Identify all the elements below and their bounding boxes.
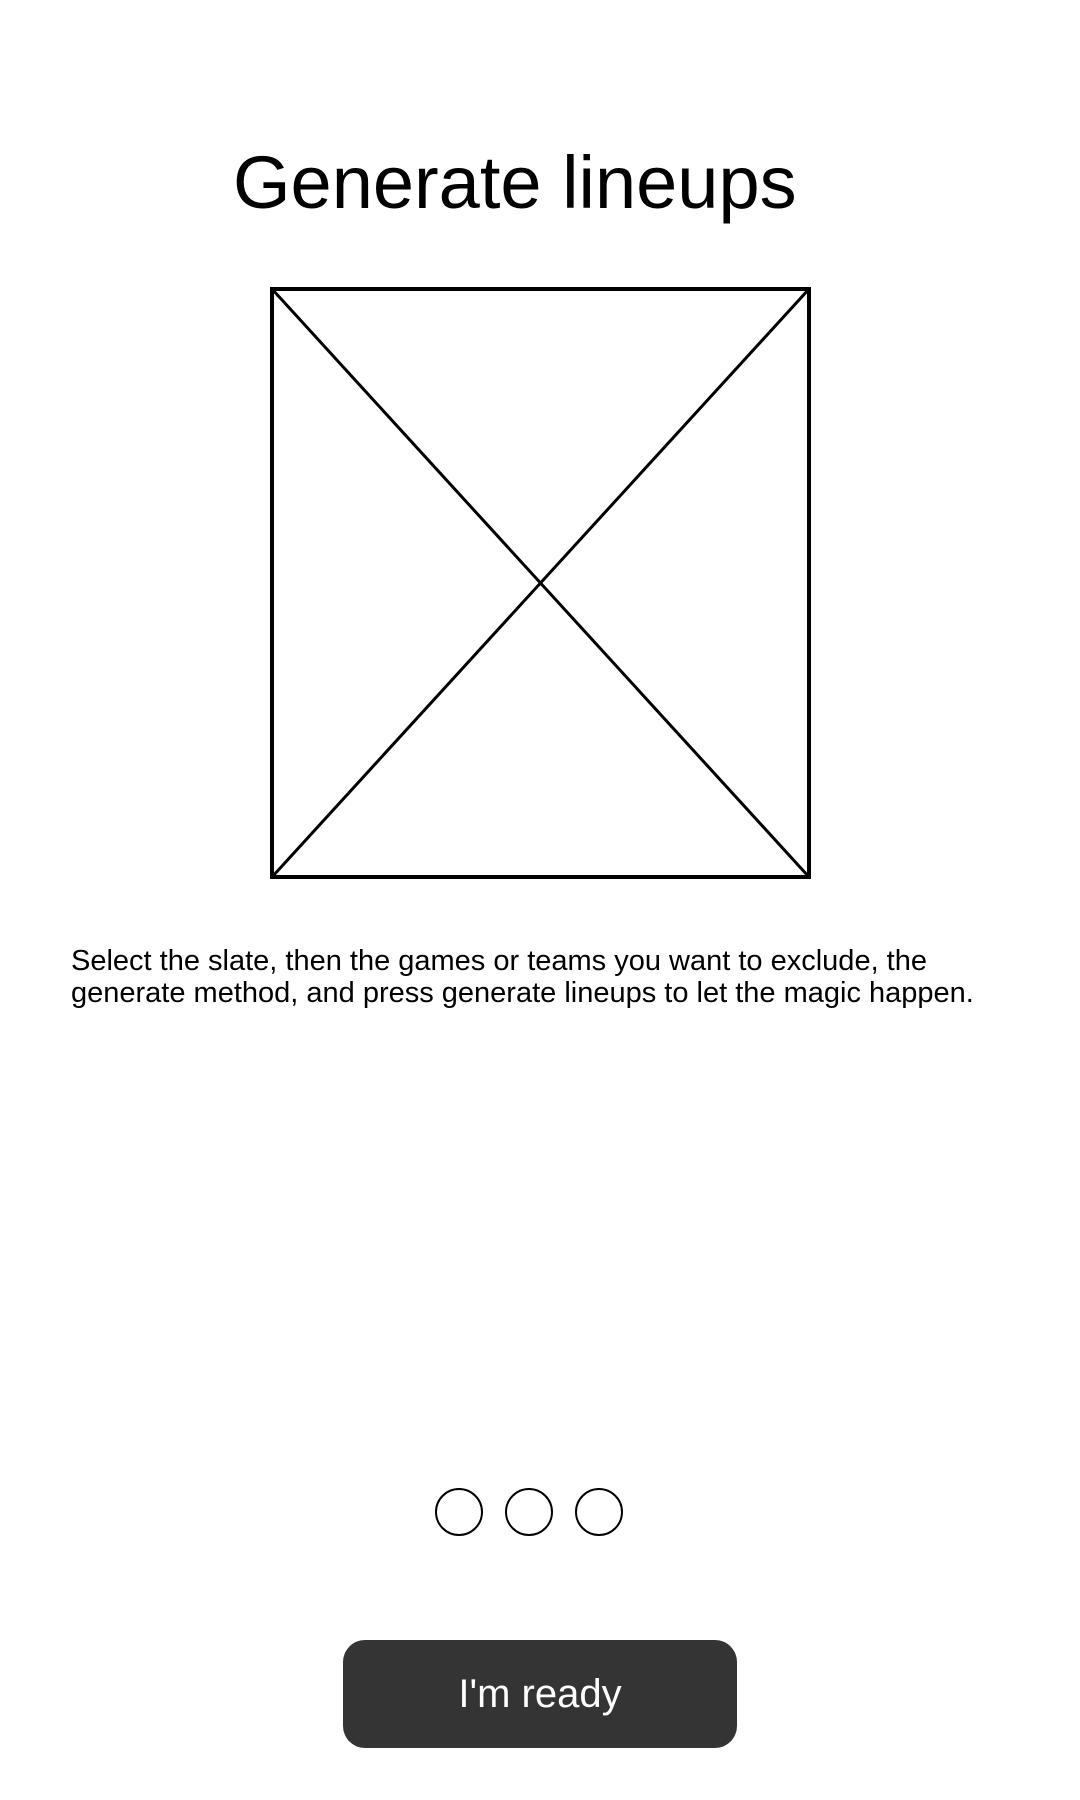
page-title: Generate lineups (233, 141, 797, 224)
onboarding-description: Select the slate, then the games or team… (71, 945, 974, 1009)
page-indicator (435, 1488, 623, 1536)
page-dot-2[interactable] (505, 1488, 553, 1536)
im-ready-button[interactable]: I'm ready (343, 1640, 737, 1748)
page-dot-1[interactable] (435, 1488, 483, 1536)
page-dot-3[interactable] (575, 1488, 623, 1536)
image-placeholder-icon (270, 287, 811, 879)
